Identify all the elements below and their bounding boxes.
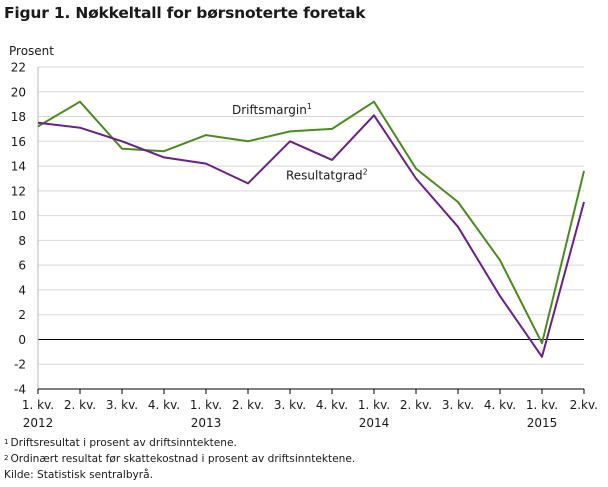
x-year-label: 2012 [23, 416, 54, 430]
x-tick-label: 2. kv. [64, 398, 96, 412]
y-tick-label: 12 [11, 184, 26, 198]
y-tick-label: 8 [18, 234, 26, 248]
x-tick-label: 1. kv. [358, 398, 390, 412]
series-label-driftsmargin: Driftsmargin1 [232, 102, 312, 117]
x-tick-label: 1. kv. [22, 398, 54, 412]
x-tick-label: 3. kv. [442, 398, 474, 412]
y-tick-label: 6 [18, 259, 26, 273]
y-axis-label: Prosent [9, 44, 54, 58]
x-tick-label: 1. kv. [190, 398, 222, 412]
x-tick-label: 2.kv. [570, 398, 598, 412]
x-tick-label: 4. kv. [316, 398, 348, 412]
y-tick-label: -4 [14, 383, 26, 397]
y-tick-label: 18 [11, 110, 26, 124]
labels: Prosent -4 -2 0 2 4 6 8 10 12 14 16 18 20 22 1. kv. 2. k… [9, 44, 598, 430]
y-tick-label: 16 [11, 135, 26, 149]
x-tick-label: 2. kv. [400, 398, 432, 412]
series-line-resultatgrad [37, 114, 585, 358]
series-line-driftsmargin [37, 100, 585, 345]
footnote: Kilde: Statistisk sentralbyrå. [4, 469, 154, 481]
x-tick-label: 3. kv. [274, 398, 306, 412]
chart-title: Figur 1. Nøkkeltall for børsnoterte fore… [4, 4, 366, 22]
footnote: 2 Ordinært resultat før skattekostnad i p… [4, 453, 356, 465]
x-year-label: 2014 [359, 416, 390, 430]
y-tick-label: 10 [11, 209, 26, 223]
y-tick-label: -2 [14, 358, 26, 372]
y-tick-label: 20 [11, 85, 26, 99]
y-tick-label: 0 [18, 333, 26, 347]
x-year-label: 2013 [191, 416, 222, 430]
grid-lines [38, 66, 584, 390]
footnote: 1 Driftsresultat i prosent av driftsinnte… [4, 437, 237, 449]
y-tick-label: 22 [11, 61, 26, 75]
series-label-resultatgrad: Resultatgrad2 [286, 167, 368, 182]
line-chart: Prosent -4 -2 0 2 4 6 8 10 12 14 16 18 20 22 1. kv. 2. k… [9, 44, 598, 430]
y-tick-label: 2 [18, 308, 26, 322]
x-tick-label: 2. kv. [232, 398, 264, 412]
footnotes: 1 Driftsresultat i prosent av driftsinnte… [4, 435, 355, 483]
x-tick-label: 4. kv. [148, 398, 180, 412]
x-tick-label: 1. kv. [526, 398, 558, 412]
axes [37, 67, 585, 394]
y-tick-label: 4 [18, 283, 26, 297]
x-tick-label: 4. kv. [484, 398, 516, 412]
y-tick-label: 14 [11, 160, 26, 174]
x-year-label: 2015 [527, 416, 558, 430]
series-lines [37, 100, 585, 358]
x-tick-label: 3. kv. [106, 398, 138, 412]
